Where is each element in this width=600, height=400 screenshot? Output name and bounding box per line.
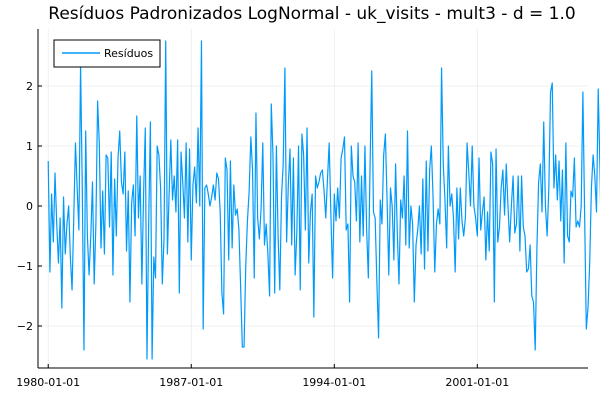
y-tick-label: −2	[17, 320, 33, 333]
series-line-residuos	[47, 40, 600, 360]
chart-title: Resíduos Padronizados LogNormal - uk_vis…	[48, 4, 575, 24]
y-tick-label: 0	[26, 200, 33, 213]
series-layer	[47, 40, 600, 360]
y-ticks: −2 −1 0 1 2	[17, 80, 42, 333]
legend: Resíduos	[53, 39, 161, 68]
x-tick-label: 1994-01-01	[302, 376, 366, 389]
x-ticks: 1980-01-01 1987-01-01 1994-01-01 2001-01-01	[16, 364, 509, 389]
y-tick-label: 2	[26, 80, 33, 93]
x-tick-label: 2001-01-01	[445, 376, 509, 389]
y-tick-label: 1	[26, 140, 33, 153]
x-tick-label: 1980-01-01	[16, 376, 80, 389]
x-tick-label: 1987-01-01	[159, 376, 223, 389]
legend-label: Resíduos	[104, 47, 153, 60]
y-tick-label: −1	[17, 260, 33, 273]
